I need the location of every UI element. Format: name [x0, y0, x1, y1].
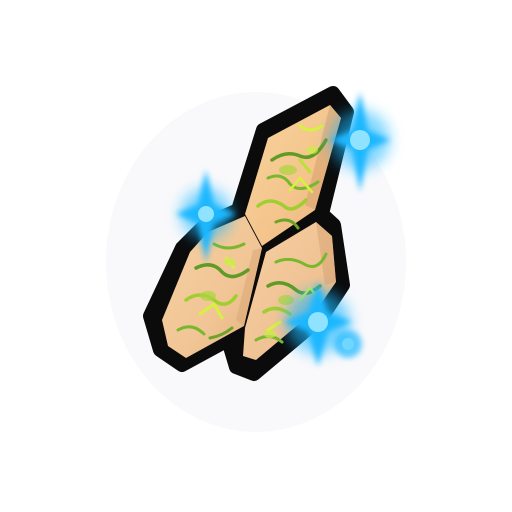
sparkle-bottom-right	[284, 282, 352, 366]
sparkle-left	[176, 170, 236, 262]
sparkle-top-right	[330, 92, 390, 192]
sparkle-small	[334, 330, 362, 358]
moss-patches	[200, 146, 318, 338]
stone-tile-left	[162, 216, 262, 358]
